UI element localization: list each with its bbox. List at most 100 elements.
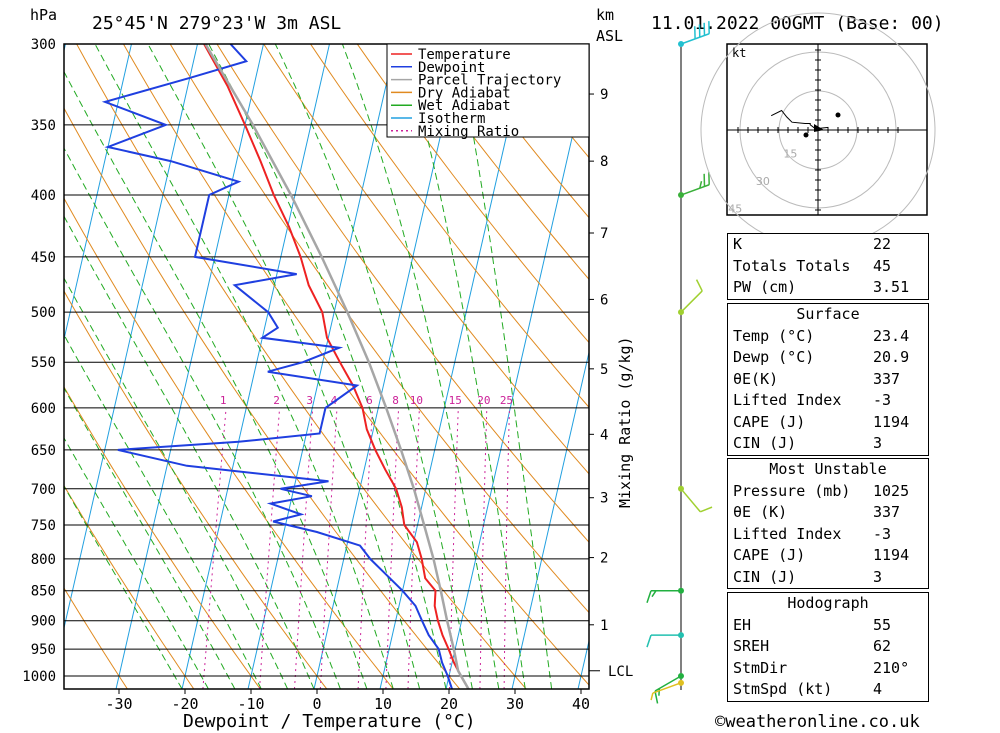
index-value: 20.9 (873, 348, 910, 366)
station-location: 25°45'N 279°23'W 3m ASL (92, 13, 341, 34)
isotherm-line (247, 44, 396, 689)
wind-barb-flag (700, 506, 713, 513)
pressure-tick-label: 950 (31, 642, 56, 658)
hodograph-ring-label: 15 (783, 148, 797, 161)
index-row: StmSpd (kt) 4 (728, 679, 928, 701)
mixing-ratio-line (385, 407, 400, 689)
datetime-label: 11.01.2022 00GMT (Base: 00) (651, 13, 944, 34)
temperature-tick-label: 40 (572, 695, 590, 713)
dry-adiabat-line (263, 44, 589, 475)
mixing-ratio-label: 3 (306, 394, 313, 407)
wind-barb-flag (646, 634, 652, 648)
dry-adiabat-line (76, 44, 527, 689)
dry-adiabat-line (169, 44, 589, 614)
wet-adiabat-line (64, 70, 368, 689)
dry-adiabat-line (64, 107, 461, 689)
pressure-tick-label: 900 (31, 614, 56, 630)
wind-barb-flag (699, 180, 703, 189)
pressure-tick-label: 600 (31, 401, 56, 417)
legend-label: Isotherm (418, 111, 485, 127)
temperature-tick-label: 0 (312, 695, 321, 713)
mixing-ratio-line (407, 407, 420, 689)
index-row: Totals Totals 45 (728, 256, 928, 278)
profile-series-layer: 1 2 3 4 6 8 10 15 20 25 (101, 44, 513, 689)
legend-label: Temperature (418, 47, 511, 63)
index-row: Lifted Index -3 (728, 524, 928, 546)
legend-label: Parcel Trajectory (418, 73, 561, 89)
mixing-ratio-line (357, 407, 373, 689)
isotherm-line (115, 44, 264, 689)
axis-ticks-layer: 3003504004505005506006507007508008509009… (22, 37, 633, 713)
pressure-tick-label: 350 (31, 118, 56, 134)
index-value: 4 (873, 680, 883, 698)
index-value: 3 (873, 434, 883, 452)
dry-adiabat-line (122, 44, 589, 686)
temperature-tick-label: 10 (374, 695, 392, 713)
index-row: CAPE (J) 1194 (728, 412, 928, 434)
mixing-ratio-axis-title: Mixing Ratio (g/kg) (616, 336, 634, 508)
wet-adiabat-line (147, 44, 421, 689)
mixing-ratio-label: 20 (477, 394, 490, 407)
index-value: -3 (873, 391, 892, 409)
index-label: Pressure (mb) (733, 481, 851, 500)
mixing-ratio-label: 2 (273, 394, 280, 407)
hodograph: 15 30 45 kt (700, 12, 936, 248)
pressure-tick-label: 450 (31, 250, 56, 266)
hodograph-ring-label: 45 (728, 203, 742, 216)
dry-adiabat-line (64, 484, 195, 689)
index-row: CIN (J) 3 (728, 433, 928, 455)
x-axis-title: Dewpoint / Temperature (°C) (183, 711, 476, 732)
pressure-tick-label: 800 (31, 552, 56, 568)
pressure-tick-label: 650 (31, 443, 56, 459)
temperature-tick-label: 20 (440, 695, 458, 713)
most-unstable-table: Most Unstable Pressure (mb) 1025 θE (K) 33… (727, 458, 929, 589)
index-label: EH (733, 615, 752, 634)
temperature-tick-label: -30 (105, 695, 132, 713)
index-row: Dewp (°C) 20.9 (728, 347, 928, 369)
temperature-series-line (203, 44, 470, 689)
wet-adiabat-line (64, 485, 183, 689)
index-row: θE(K) 337 (728, 369, 928, 391)
mixing-ratio-line (259, 407, 281, 689)
dry-adiabat-line (64, 385, 261, 689)
mixing-ratio-line (319, 407, 338, 689)
surface-table-title: Surface (796, 305, 860, 323)
pressure-tick-label: 400 (31, 188, 56, 204)
index-row: K 22 (728, 234, 928, 256)
temperature-tick-label: -10 (237, 695, 264, 713)
wind-barbs-layer (646, 21, 713, 704)
mixing-ratio-line (294, 407, 314, 689)
wet-adiabat-line (456, 44, 553, 689)
most-unstable-title: Most Unstable (769, 460, 887, 478)
hodograph-point (803, 132, 809, 138)
index-row: Pressure (mb) 1025 (728, 481, 928, 503)
height-tick-label: 5 (600, 362, 608, 378)
height-tick-label: 3 (600, 491, 608, 507)
index-label: SREH (733, 637, 770, 655)
index-label: Dewp (°C) (733, 348, 815, 366)
wind-barb-flag (650, 692, 654, 701)
index-value: -3 (873, 524, 892, 543)
height-tick-label: 7 (600, 226, 608, 242)
hodograph-table-title: Hodograph (787, 594, 869, 612)
isotherm-line (181, 44, 330, 689)
wind-barb-shaft (652, 682, 682, 694)
wind-barb-shaft (680, 488, 701, 513)
wind-barb-flag (651, 590, 657, 598)
index-value: 62 (873, 637, 892, 655)
wet-adiabat-line (64, 277, 289, 689)
hodograph-indices-table: Hodograph EH 55 SREH 62 StmDir 210° StmSpd … (727, 592, 929, 702)
wind-barb-flag (646, 590, 652, 603)
legend-label: Wet Adiabat (418, 98, 511, 114)
pressure-tick-label: 700 (31, 482, 56, 498)
background-lines-layer (64, 44, 589, 689)
index-label: StmSpd (kt) (733, 680, 833, 698)
index-label: StmDir (733, 658, 788, 677)
isotherm-line (64, 44, 132, 342)
index-row: Temp (°C) 23.4 (728, 326, 928, 348)
dry-adiabat-line (216, 44, 589, 543)
index-value: 3.51 (873, 278, 910, 296)
index-row: CIN (J) 3 (728, 567, 928, 589)
wet-adiabat-line (64, 215, 315, 689)
